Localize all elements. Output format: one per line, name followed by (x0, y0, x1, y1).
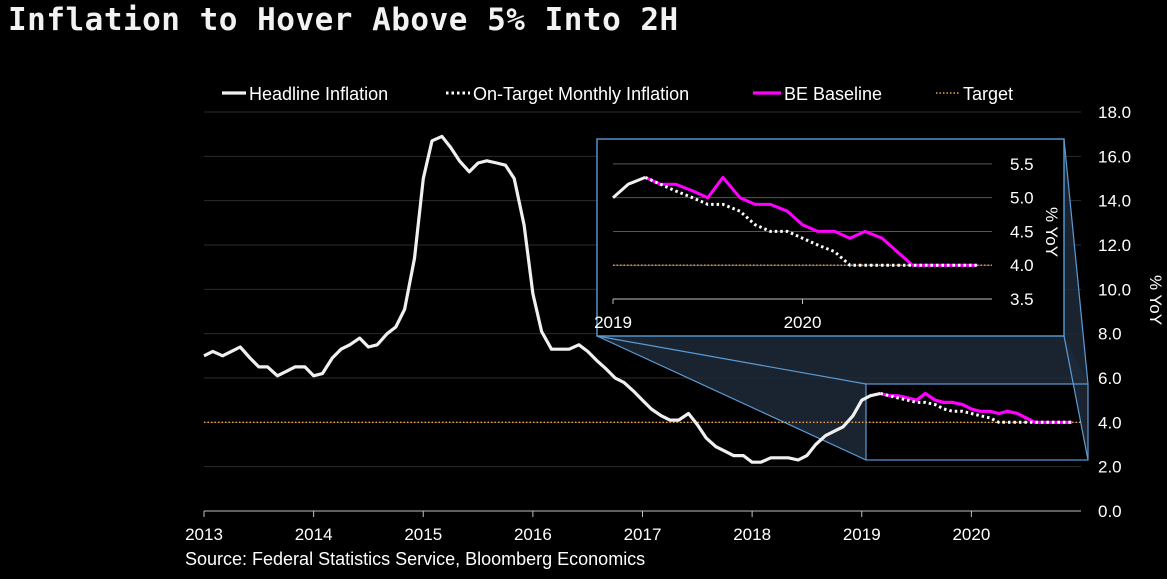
connector-line (1063, 335, 1089, 461)
x-tick-label: 2019 (843, 525, 881, 544)
source-note: Source: Federal Statistics Service, Bloo… (185, 549, 646, 569)
inset-headline-inflation-line (612, 176, 646, 199)
y-tick-label: 0.0 (1098, 502, 1122, 521)
y-axis-title: % YoY (1146, 275, 1165, 325)
connector-fill-right (1064, 139, 1088, 460)
y-tick-label: 6.0 (1098, 369, 1122, 388)
inset-y-tick-label: 4.5 (1010, 222, 1034, 241)
y-tick-label: 2.0 (1098, 458, 1122, 477)
x-tick-label: 2018 (733, 525, 771, 544)
legend-label: BE Baseline (784, 84, 882, 104)
inset-chart: 3.5 4.0 4.5 5.0 5.5 2019 2020 % YoY (594, 138, 1065, 337)
connector-fill (597, 336, 1088, 384)
connector-line (596, 335, 867, 385)
chart-title: Inflation to Hover Above 5% Into 2H (8, 2, 679, 38)
inset-y-tick-label: 5.0 (1010, 189, 1034, 208)
y-tick-label: 10.0 (1098, 280, 1131, 299)
inset-x-tick-label: 2020 (784, 313, 822, 332)
x-tick-label: 2016 (514, 525, 552, 544)
inset-y-tick-label: 5.5 (1010, 155, 1034, 174)
legend-label: Headline Inflation (249, 84, 388, 104)
x-tick-label: 2017 (624, 525, 662, 544)
legend-label: On-Target Monthly Inflation (473, 84, 689, 104)
inset-on-target-monthly-line (644, 176, 977, 267)
legend-label: Target (963, 84, 1013, 104)
inset-x-tick-label: 2019 (594, 313, 632, 332)
connector-line (1063, 138, 1089, 385)
main-axes: 0.0 2.0 4.0 6.0 8.0 10.0 12.0 14.0 16.0 18.0 2013 2… (185, 103, 1165, 544)
x-tick-label: 2020 (952, 525, 990, 544)
legend: Headline Inflation On-Target Monthly Infl… (222, 84, 1013, 104)
y-tick-label: 18.0 (1098, 103, 1131, 122)
inset-frame (596, 138, 1065, 337)
headline-inflation-line (203, 134, 881, 464)
zoom-connector (596, 138, 1089, 461)
y-tick-label: 14.0 (1098, 192, 1131, 211)
main-series-lines (203, 134, 1081, 464)
y-tick-label: 12.0 (1098, 236, 1131, 255)
y-tick-label: 16.0 (1098, 147, 1131, 166)
x-tick-label: 2013 (185, 525, 223, 544)
y-tick-label: 8.0 (1098, 325, 1122, 344)
x-tick-label: 2014 (295, 525, 333, 544)
x-tick-label: 2015 (404, 525, 442, 544)
inset-y-tick-label: 3.5 (1010, 290, 1034, 309)
y-tick-label: 4.0 (1098, 413, 1122, 432)
inset-y-tick-label: 4.0 (1010, 256, 1034, 275)
be-baseline-line (880, 391, 1073, 424)
inset-y-axis-title: % YoY (1042, 207, 1061, 257)
